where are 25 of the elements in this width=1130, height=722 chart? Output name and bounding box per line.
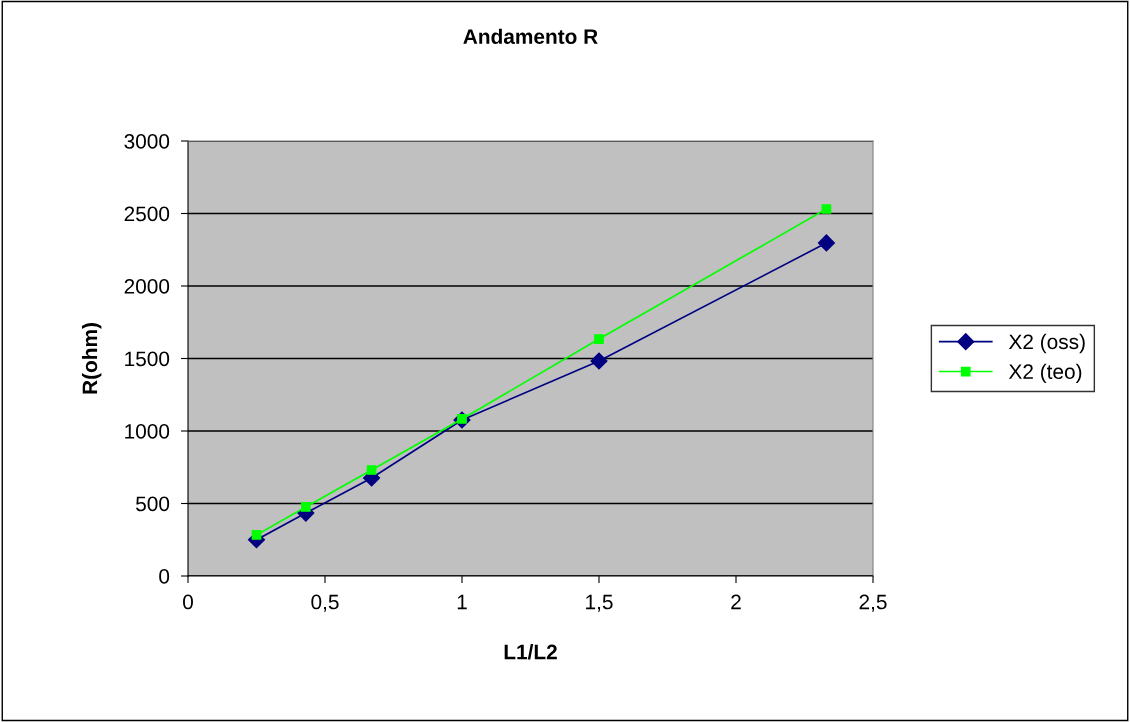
x-tick-label: 2,5 — [859, 594, 887, 612]
y-tick-label: 1500 — [125, 351, 170, 367]
y-tick-label: 2500 — [124, 206, 170, 222]
point — [594, 334, 604, 344]
point — [366, 465, 377, 475]
y-tick-label: 0 — [159, 569, 170, 584]
point — [817, 234, 835, 252]
point — [590, 352, 608, 370]
point — [821, 204, 832, 214]
chart-title: Andamento R — [463, 28, 598, 44]
point — [300, 502, 311, 512]
y-tick-label: 2000 — [124, 279, 170, 294]
y-axis-title: R(ohm) — [81, 323, 102, 394]
y-tick-label: 3000 — [124, 134, 170, 149]
x-tick-label: 1,5 — [586, 594, 613, 612]
x-tick-label: 0 — [183, 594, 193, 610]
y-tick-label: 500 — [136, 496, 170, 512]
point — [251, 530, 262, 540]
x-axis-title: L1/L2 — [504, 644, 557, 660]
x-tick-label: 2 — [731, 594, 741, 610]
x-tick-label: 0,5 — [311, 594, 339, 612]
y-tick-label: 1000 — [125, 424, 170, 439]
legend-label: X2 (oss) — [1008, 333, 1085, 354]
x-tick-label: 1 — [457, 594, 467, 610]
legend-label: X2 (teo) — [1008, 363, 1082, 384]
